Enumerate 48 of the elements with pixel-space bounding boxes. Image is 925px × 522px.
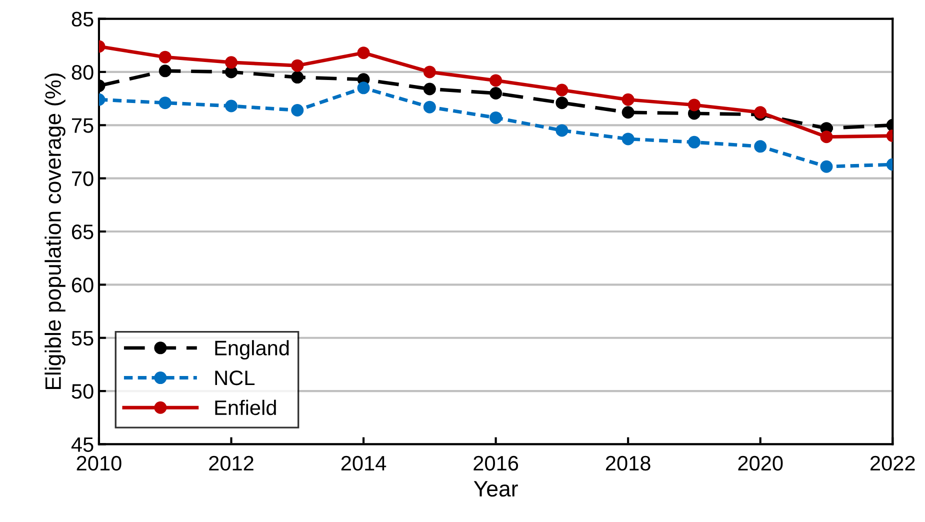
point <box>556 124 568 137</box>
point <box>225 100 238 112</box>
point <box>291 71 304 84</box>
legend-label: Enfield <box>215 400 276 416</box>
x-tick-label: 2020 <box>738 456 783 471</box>
x-tick-label: 2016 <box>474 456 518 471</box>
point <box>556 96 568 110</box>
point <box>158 64 172 78</box>
point <box>158 50 172 64</box>
point <box>225 56 238 69</box>
y-tick-label: 75 <box>72 118 94 133</box>
x-tick-label: 2018 <box>606 456 650 471</box>
legend-label: NCL <box>215 370 255 386</box>
point <box>622 106 634 119</box>
point <box>820 160 833 173</box>
point <box>291 104 304 117</box>
point <box>688 136 700 148</box>
point <box>622 93 634 106</box>
point <box>556 84 568 96</box>
y-axis-title: Eligible population coverage (%) <box>44 74 66 390</box>
y-tick-label: 60 <box>72 278 94 292</box>
point <box>688 98 700 112</box>
point <box>820 130 833 144</box>
point <box>423 100 436 114</box>
y-tick-label: 85 <box>72 12 94 27</box>
x-tick-label: 2010 <box>76 456 122 471</box>
x-axis-title: Year <box>474 481 518 497</box>
y-tick-label: 65 <box>72 224 94 240</box>
point <box>423 82 436 96</box>
point <box>490 74 502 87</box>
point <box>291 59 304 72</box>
point <box>357 46 370 60</box>
y-tick-label: 80 <box>72 64 94 80</box>
x-tick-label: 2022 <box>870 456 915 471</box>
point <box>490 111 502 124</box>
point <box>490 86 502 100</box>
y-tick-label: 70 <box>72 171 94 186</box>
x-tick-label: 2012 <box>209 456 254 471</box>
point <box>622 132 634 146</box>
y-tick-label: 45 <box>71 437 94 452</box>
y-tick-label: 50 <box>72 384 94 399</box>
x-tick-label: 2014 <box>341 456 386 471</box>
point <box>754 140 767 153</box>
point <box>357 82 370 94</box>
point <box>158 96 172 110</box>
y-tick-label: 55 <box>72 331 94 346</box>
legend-label: England <box>215 340 289 360</box>
point <box>423 66 436 78</box>
